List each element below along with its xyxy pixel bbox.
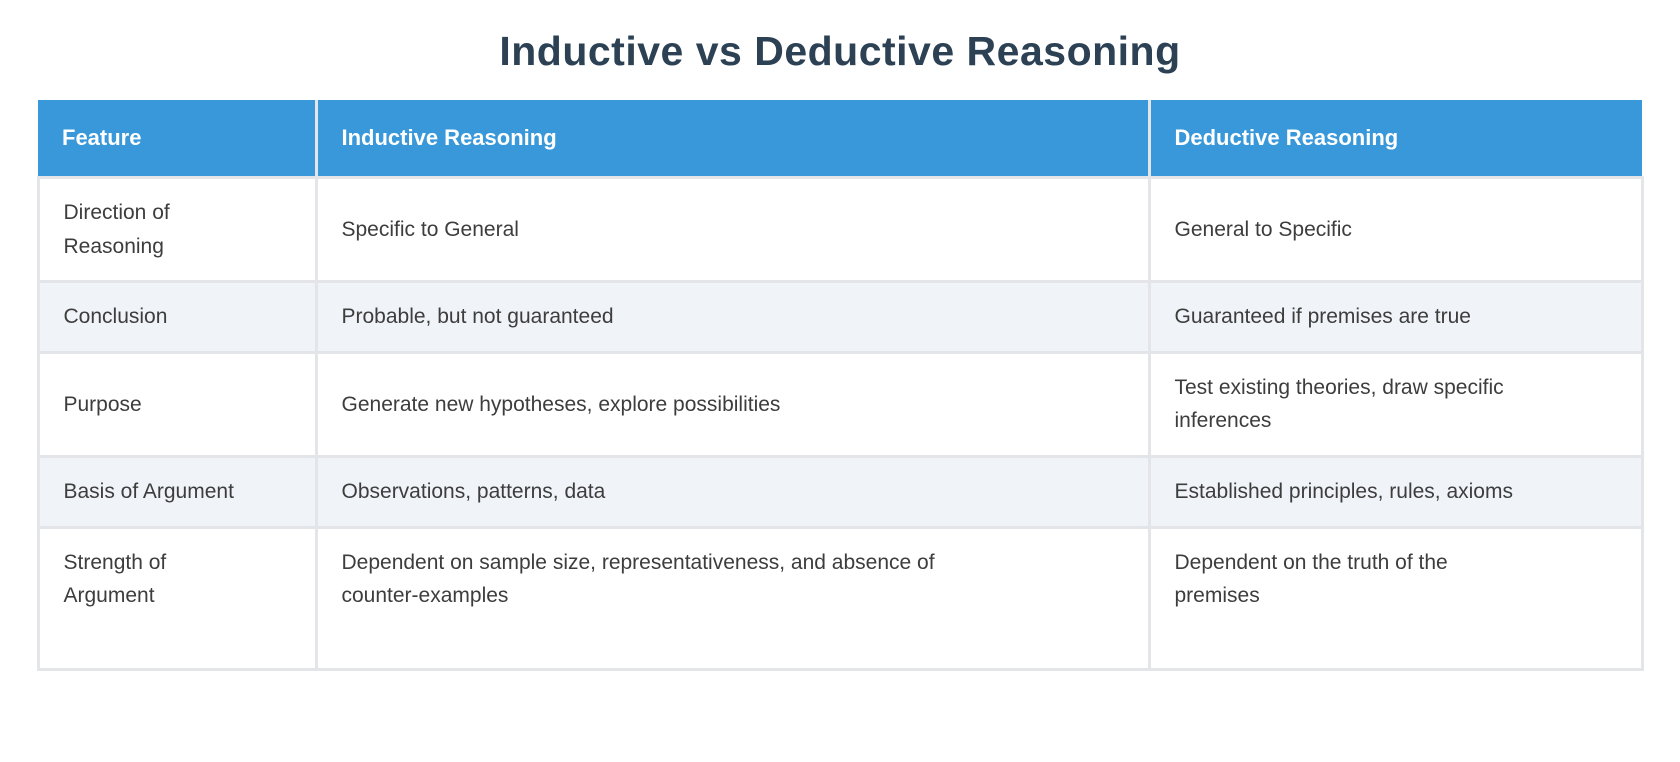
header-row: Feature Inductive Reasoning Deductive Re…: [38, 100, 1642, 179]
table-row-basis: Basis of Argument Observations, patterns…: [36, 454, 1644, 529]
column-header-inductive: Inductive Reasoning: [314, 100, 1151, 179]
cell-basis-feature: Basis of Argument: [36, 454, 318, 529]
cell-conclusion-deductive: Guaranteed if premises are true: [1147, 280, 1644, 354]
cell-purpose-feature: Purpose: [36, 350, 318, 458]
cell-direction-feature: Direction of Reasoning: [36, 175, 318, 284]
cell-conclusion-inductive: Probable, but not guaranteed: [314, 280, 1151, 354]
cell-basis-deductive: Established principles, rules, axioms: [1147, 454, 1644, 529]
column-header-deductive: Deductive Reasoning: [1147, 100, 1642, 179]
cell-purpose-inductive: Generate new hypotheses, explore possibi…: [314, 350, 1151, 458]
column-header-feature: Feature: [38, 100, 318, 179]
cell-basis-inductive: Observations, patterns, data: [314, 454, 1151, 529]
table-row-direction: Direction of Reasoning Specific to Gener…: [36, 175, 1644, 284]
table-row-conclusion: Conclusion Probable, but not guaranteed …: [36, 280, 1644, 354]
comparison-table: Feature Inductive Reasoning Deductive Re…: [36, 100, 1644, 671]
cell-direction-inductive: Specific to General: [314, 175, 1151, 284]
cell-strength-feature: Strength of Argument: [36, 525, 318, 671]
cell-strength-deductive: Dependent on the truth of the premises: [1147, 525, 1644, 671]
cell-direction-deductive: General to Specific: [1147, 175, 1644, 284]
cell-purpose-deductive: Test existing theories, draw specific in…: [1147, 350, 1644, 458]
table-row-strength: Strength of Argument Dependent on sample…: [36, 525, 1644, 671]
table-row-purpose: Purpose Generate new hypotheses, explore…: [36, 350, 1644, 458]
cell-strength-inductive: Dependent on sample size, representative…: [314, 525, 1151, 671]
cell-conclusion-feature: Conclusion: [36, 280, 318, 354]
page-title: Inductive vs Deductive Reasoning: [499, 28, 1181, 74]
